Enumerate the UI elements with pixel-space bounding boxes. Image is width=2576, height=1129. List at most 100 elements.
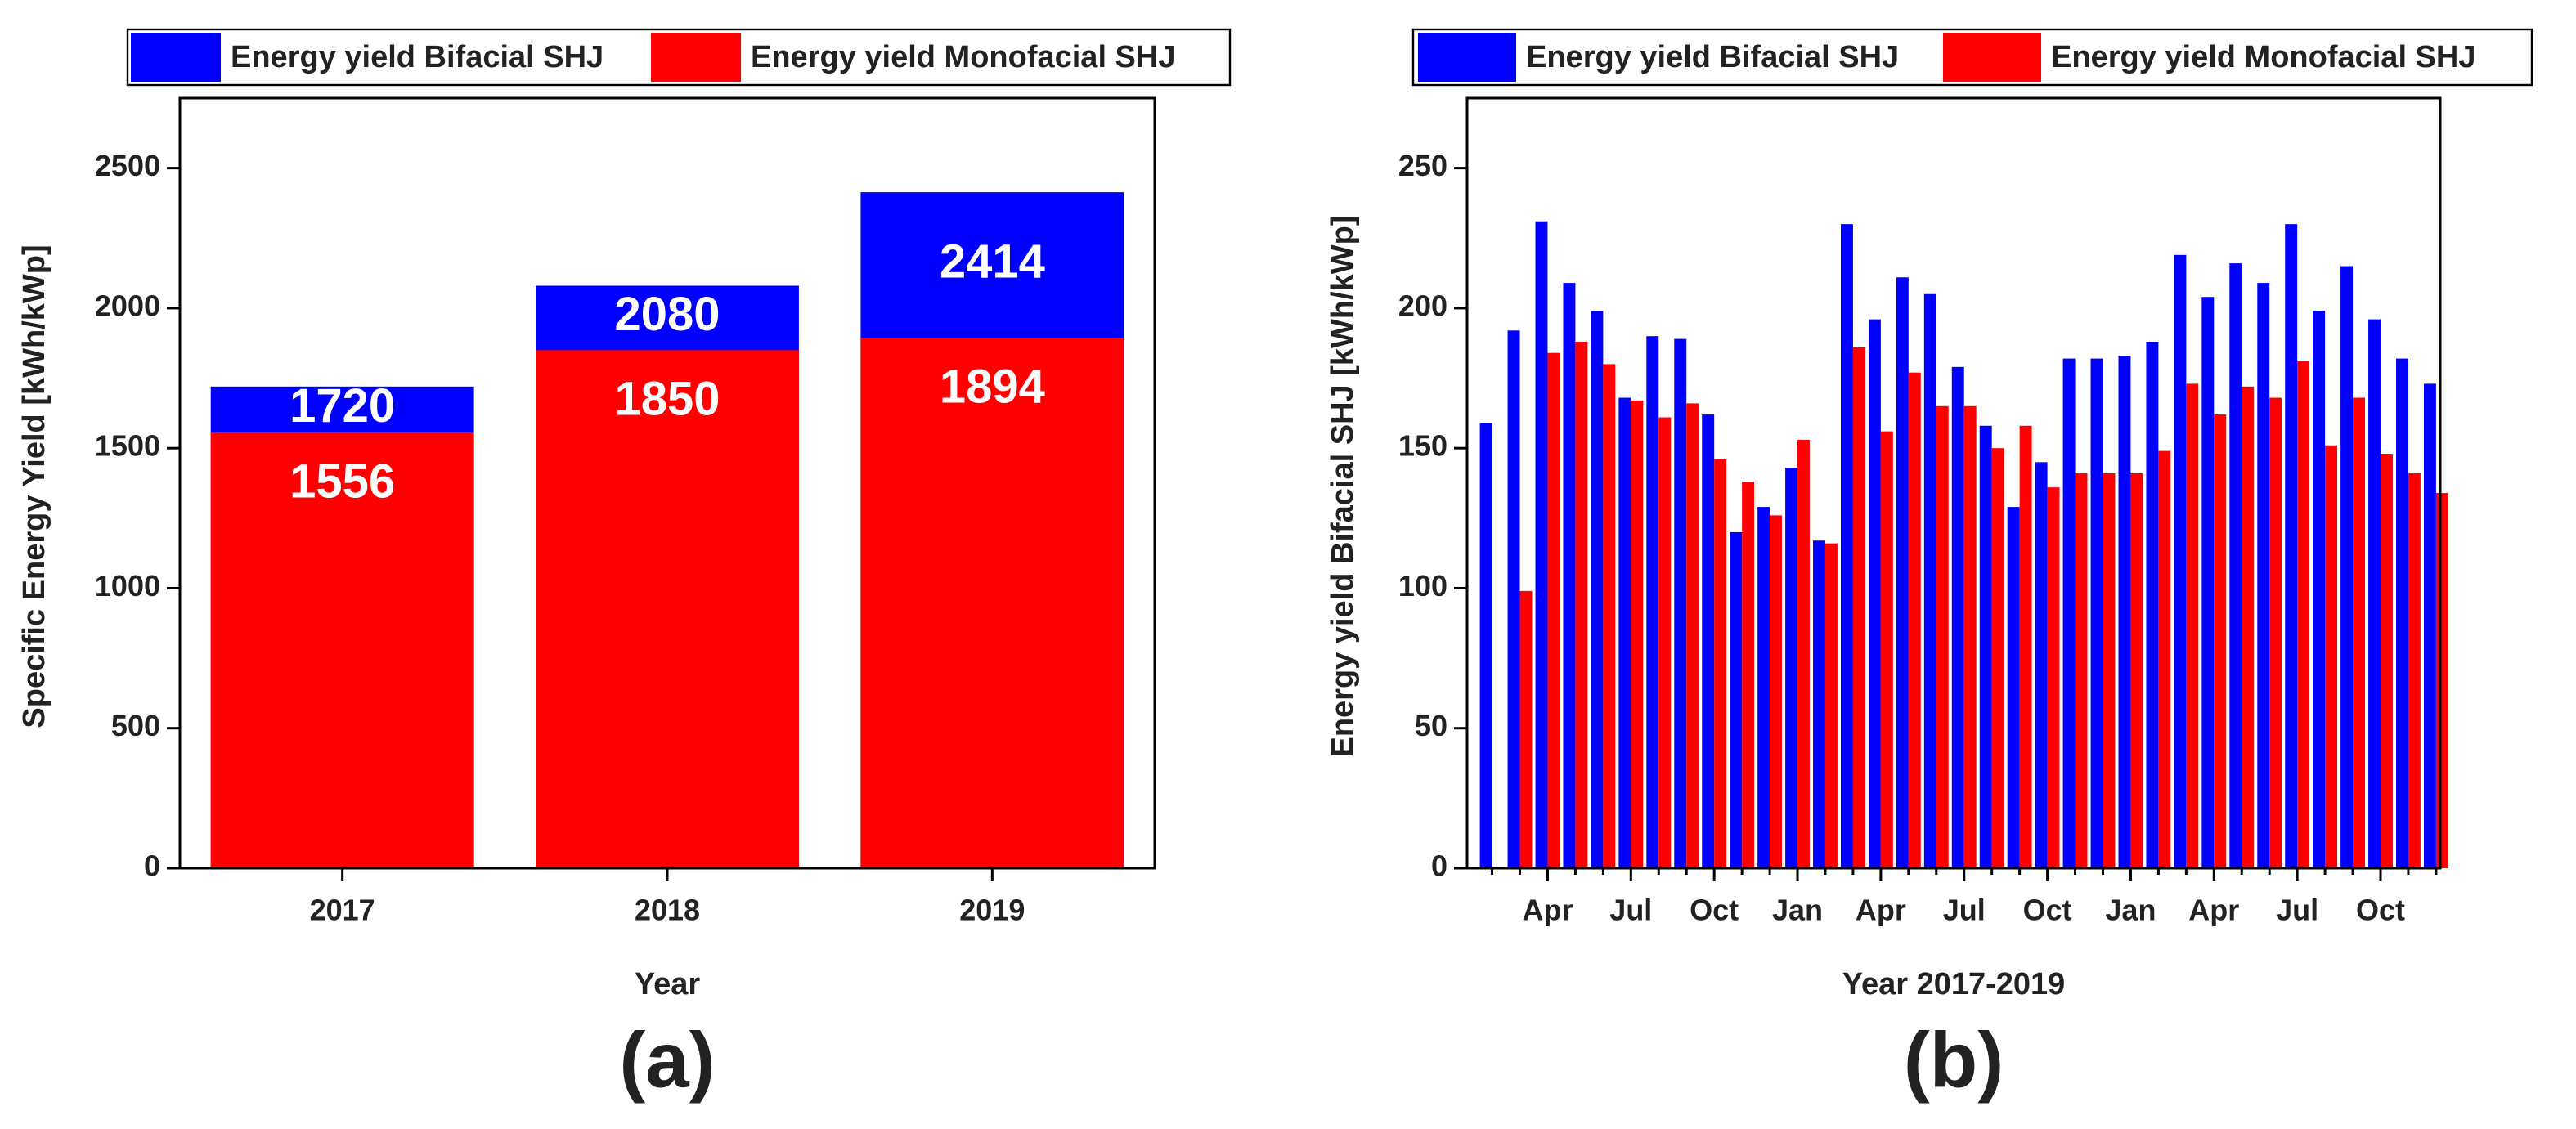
bar xyxy=(2408,473,2421,868)
bar xyxy=(1535,221,1548,869)
bar xyxy=(2257,283,2270,869)
y-tick-label: 2000 xyxy=(95,289,160,322)
x-axis-title: Year 2017-2019 xyxy=(1842,967,2066,1001)
bar xyxy=(2353,397,2365,868)
y-tick-label: 0 xyxy=(1431,849,1447,883)
y-tick-label: 50 xyxy=(1415,709,1447,742)
y-axis-title: Energy yield Bifacial SHJ [kWh/kWp] xyxy=(1326,215,1360,757)
panel-label: (a) xyxy=(619,1016,715,1104)
y-tick-label: 250 xyxy=(1398,149,1447,182)
x-tick-label: Jan xyxy=(1772,894,1823,927)
bar xyxy=(1813,540,1825,868)
value-label: 1850 xyxy=(614,373,720,426)
plot-frame xyxy=(1465,96,2442,870)
bar xyxy=(1575,342,1588,869)
bar xyxy=(1507,330,1520,868)
bar xyxy=(2285,224,2298,868)
x-tick-label: 2018 xyxy=(635,894,700,927)
x-tick-label: Oct xyxy=(1690,894,1739,927)
bar xyxy=(1519,590,1533,868)
x-axis-title: Year xyxy=(635,967,701,1001)
bar xyxy=(1963,405,1977,868)
y-tick-label: 1500 xyxy=(95,429,160,463)
bar xyxy=(2062,358,2076,868)
x-tick-label: Jul xyxy=(1609,894,1652,927)
x-tick-label: Jul xyxy=(2276,894,2318,927)
bar xyxy=(1880,431,1893,868)
bar xyxy=(1547,352,1560,868)
bar xyxy=(210,432,474,868)
bar xyxy=(2174,254,2187,868)
bar xyxy=(1896,277,1909,868)
bar xyxy=(1991,448,2004,868)
bar xyxy=(1479,423,1492,868)
x-tick-label: 2019 xyxy=(959,894,1025,927)
bar xyxy=(1618,397,1631,868)
y-tick-label: 0 xyxy=(144,849,160,883)
bar xyxy=(2019,425,2032,868)
bar xyxy=(2325,445,2338,868)
x-tick-label: Oct xyxy=(2023,894,2072,927)
bar xyxy=(2229,263,2242,868)
x-tick-label: Oct xyxy=(2356,894,2405,927)
bar xyxy=(2201,297,2215,868)
x-tick-label: 2017 xyxy=(310,894,375,927)
bar xyxy=(2047,487,2060,868)
legend-swatch xyxy=(131,33,221,82)
y-tick-label: 1000 xyxy=(95,569,160,603)
bar xyxy=(1908,372,1921,868)
bar xyxy=(2269,397,2282,868)
x-tick-label: Apr xyxy=(2188,894,2239,927)
bar xyxy=(1868,319,1881,868)
bar xyxy=(1646,336,1659,868)
bar xyxy=(2297,361,2310,868)
bar xyxy=(2158,450,2171,868)
x-tick-label: Jul xyxy=(1943,894,1986,927)
value-label: 1894 xyxy=(940,361,1045,414)
bar xyxy=(2381,454,2393,868)
bar xyxy=(2007,507,2020,868)
panel-label: (b) xyxy=(1904,1016,2004,1104)
legend-swatch xyxy=(651,33,741,82)
bar xyxy=(1951,366,1964,868)
bar xyxy=(1730,531,1743,868)
bar xyxy=(2035,462,2048,868)
bar xyxy=(1979,425,1992,868)
bar xyxy=(1603,364,1616,868)
x-tick-label: Apr xyxy=(1522,894,1573,927)
legend-label: Energy yield Bifacial SHJ xyxy=(231,40,604,74)
bar xyxy=(1770,515,1783,868)
bar xyxy=(2090,358,2103,868)
value-label: 2414 xyxy=(940,235,1045,288)
bar xyxy=(1686,403,1699,869)
y-tick-label: 200 xyxy=(1398,289,1447,322)
value-label: 1556 xyxy=(289,455,395,508)
legend-label: Energy yield Monofacial SHJ xyxy=(751,40,1175,74)
bar xyxy=(2186,383,2199,868)
bar xyxy=(1936,405,1949,868)
bar xyxy=(1674,338,1687,868)
bar xyxy=(2340,266,2354,868)
y-tick-label: 500 xyxy=(111,709,160,742)
bar xyxy=(1923,293,1936,868)
bar xyxy=(1631,400,1644,868)
bar xyxy=(860,338,1124,869)
bar xyxy=(1742,482,1755,868)
bar xyxy=(2435,492,2448,868)
bar xyxy=(2118,356,2131,868)
bar xyxy=(1563,283,1576,869)
bar xyxy=(2146,342,2159,869)
bar xyxy=(1797,439,1810,868)
x-tick-label: Jan xyxy=(2105,894,2156,927)
value-label: 1720 xyxy=(289,379,395,432)
bar xyxy=(1702,414,1715,868)
legend-swatch xyxy=(1418,33,1516,82)
y-tick-label: 100 xyxy=(1398,569,1447,603)
bar xyxy=(536,350,799,869)
bar xyxy=(1591,311,1604,868)
legend-swatch xyxy=(1943,33,2041,82)
bar xyxy=(2313,311,2326,868)
y-axis-title: Specific Energy Yield [kWh/kWp] xyxy=(17,244,52,728)
